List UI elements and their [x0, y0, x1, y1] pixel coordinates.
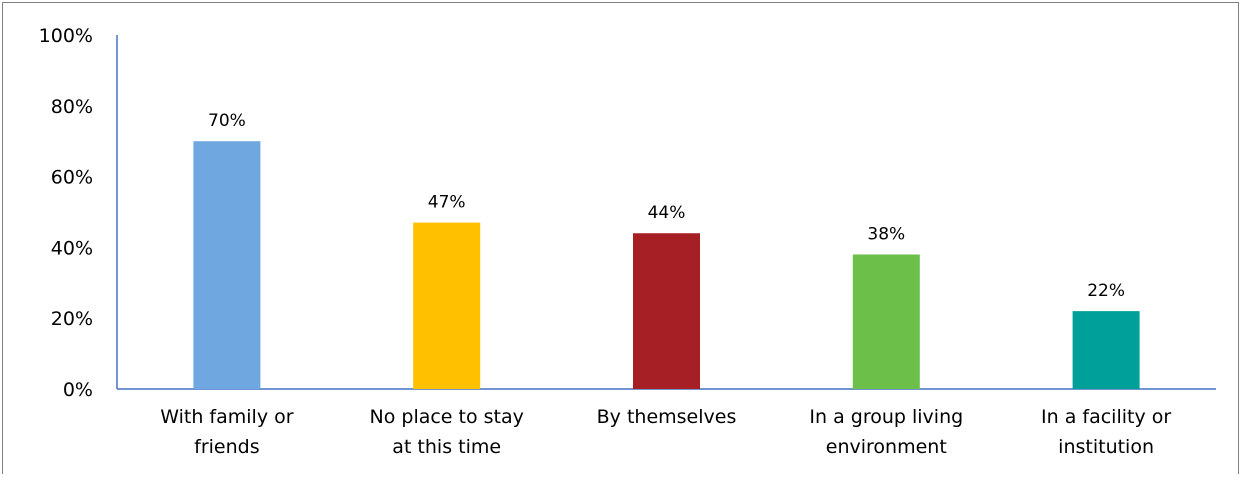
category-label-line: environment	[826, 436, 947, 458]
y-tick-label: 40%	[51, 237, 93, 259]
bar	[1072, 311, 1140, 389]
category-label-line: With family or	[160, 406, 293, 428]
data-label: 38%	[867, 224, 905, 244]
bar	[413, 222, 481, 389]
data-label: 47%	[428, 193, 466, 213]
y-tick-label: 0%	[63, 379, 93, 401]
category-label: By themselves	[597, 406, 737, 428]
data-label: 70%	[208, 111, 246, 131]
category-label-line: In a facility or	[1041, 406, 1171, 428]
bar	[852, 254, 920, 389]
category-label-line: No place to stay	[370, 406, 524, 428]
category-label-line: By themselves	[597, 406, 737, 428]
data-label: 44%	[648, 203, 686, 223]
category-label-line: at this time	[392, 436, 501, 458]
category-label-line: friends	[194, 436, 259, 458]
y-tick-label: 80%	[51, 96, 93, 118]
category-label: In a facility or institution	[1041, 406, 1171, 458]
y-tick-label: 20%	[51, 308, 93, 330]
y-tick-label: 100%	[39, 25, 93, 47]
y-tick-label: 60%	[51, 167, 93, 189]
category-label: No place to stay at this time	[370, 406, 524, 458]
category-label: With family or friends	[160, 406, 293, 458]
category-label: In a group living environment	[809, 406, 963, 458]
bar	[633, 233, 700, 389]
data-label: 22%	[1087, 281, 1125, 301]
category-label-line: In a group living	[809, 406, 963, 428]
bar	[193, 141, 261, 389]
category-label-line: institution	[1058, 436, 1154, 458]
